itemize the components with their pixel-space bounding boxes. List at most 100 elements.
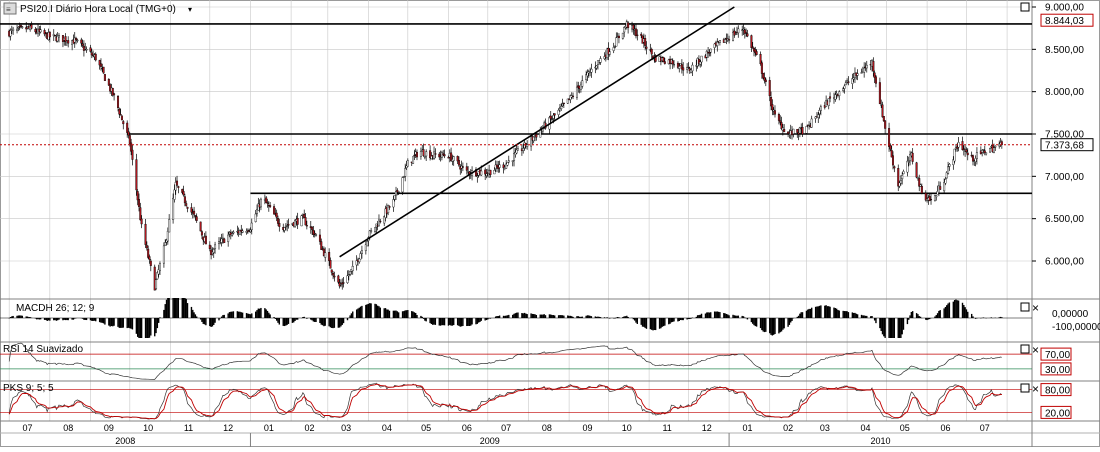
macd-bar-240 — [449, 318, 450, 325]
candle-body-396 — [735, 34, 737, 35]
maximize-panel-icon[interactable] — [1021, 3, 1029, 11]
macd-bar-474 — [879, 318, 880, 328]
close-pks-icon[interactable]: × — [1032, 382, 1039, 396]
macd-bar-376 — [698, 315, 699, 318]
candle-body-494 — [916, 163, 918, 177]
candle-body-69 — [136, 160, 138, 190]
macd-bar-176 — [331, 318, 332, 328]
macd-bar-512 — [947, 303, 948, 318]
candle-body-220 — [412, 157, 414, 164]
rsi-title[interactable]: RSI 14 Suavizado — [3, 344, 83, 355]
macd-bar-273 — [508, 315, 509, 318]
candle-body-488 — [903, 171, 905, 174]
macd-bar-145 — [275, 318, 276, 319]
macd-bar-1 — [10, 317, 11, 318]
candle-body-486 — [900, 180, 902, 183]
candle-body-531 — [983, 149, 985, 150]
macd-bar-272 — [507, 315, 508, 318]
macd-bar-470 — [871, 316, 872, 318]
candle-body-393 — [728, 39, 730, 40]
macd-bar-52 — [103, 318, 104, 323]
candle-body-61 — [120, 114, 122, 115]
macd-bar-138 — [260, 308, 261, 318]
macd-bar-341 — [634, 318, 635, 321]
candle-body-525 — [972, 156, 974, 162]
candle-body-64 — [126, 123, 128, 133]
macd-bar-487 — [901, 318, 902, 334]
macd-bar-195 — [366, 304, 367, 318]
pks-title[interactable]: PKS 9; 5; 5 — [3, 383, 54, 394]
macd-bar-206 — [386, 309, 387, 318]
candle-body-122 — [231, 234, 233, 235]
candle-body-128 — [242, 231, 244, 232]
candle-body-283 — [526, 145, 528, 147]
macd-bar-71 — [138, 318, 139, 338]
macd-bar-116 — [221, 317, 222, 318]
candle-body-478 — [884, 121, 886, 129]
main-title-group[interactable]: ≡ PSI20.I Diário Hora Local (TMG+0) ▾ — [4, 3, 192, 15]
macd-bar-95 — [183, 298, 184, 318]
candle-body-109 — [209, 245, 211, 249]
maximize-rsi-icon[interactable] — [1021, 345, 1029, 353]
main-title: PSI20.I Diário Hora Local (TMG+0) — [20, 4, 176, 15]
candle-body-404 — [751, 36, 753, 48]
candle-body-197 — [369, 231, 371, 237]
macd-bar-525 — [972, 316, 973, 318]
candle-body-260 — [486, 174, 488, 176]
macd-bar-33 — [67, 318, 68, 320]
candle-body-73 — [141, 219, 143, 224]
candle-body-313 — [581, 81, 583, 87]
macd-bar-406 — [753, 318, 754, 325]
macd-bar-168 — [315, 318, 316, 322]
macd-bar-426 — [790, 318, 791, 322]
macd-bar-355 — [660, 318, 661, 328]
candle-body-238 — [444, 154, 446, 155]
macd-bar-462 — [856, 314, 857, 318]
macd-bar-409 — [760, 318, 761, 328]
close-macd-icon[interactable]: × — [1032, 301, 1039, 315]
candle-body-140 — [265, 198, 267, 203]
macd-bar-371 — [689, 318, 690, 319]
candle-body-301 — [560, 106, 562, 108]
candle-body-520 — [963, 149, 965, 150]
macd-bar-219 — [411, 311, 412, 318]
candle-body-455 — [844, 86, 846, 89]
macd-bar-421 — [781, 318, 782, 331]
maximize-pks-icon[interactable] — [1021, 384, 1029, 392]
macd-bar-458 — [848, 312, 849, 318]
candle-body-297 — [553, 115, 555, 118]
macd-bar-444 — [824, 306, 825, 318]
macd-bar-434 — [806, 311, 807, 318]
candle-body-398 — [737, 29, 739, 33]
macd-bar-90 — [174, 298, 175, 318]
macd-bar-541 — [1001, 317, 1002, 318]
macd-bar-135 — [256, 310, 257, 318]
candle-body-28 — [58, 35, 60, 37]
macd-bar-440 — [816, 306, 817, 318]
macd-bar-184 — [347, 318, 348, 320]
close-rsi-icon[interactable]: × — [1032, 343, 1039, 357]
candle-body-296 — [551, 119, 553, 120]
candle-body-272 — [507, 163, 509, 166]
macd-bar-472 — [874, 318, 875, 321]
maximize-macd-icon[interactable] — [1021, 303, 1029, 311]
macd-bar-456 — [845, 311, 846, 318]
macd-bar-167 — [314, 318, 315, 322]
candle-body-343 — [636, 35, 638, 36]
macd-bar-232 — [433, 318, 434, 325]
macd-bar-207 — [387, 310, 388, 318]
macd-bar-519 — [962, 303, 963, 318]
candle-body-255 — [477, 176, 479, 177]
macd-title[interactable]: MACDH 26; 12; 9 — [16, 303, 95, 314]
macd-bar-148 — [279, 318, 280, 325]
month-label-5: 12 — [223, 423, 233, 433]
macd-bar-401 — [744, 317, 745, 318]
macd-bar-298 — [554, 315, 555, 318]
macd-bar-237 — [443, 318, 444, 325]
macd-bar-121 — [230, 312, 231, 318]
chevron-down-icon[interactable]: ▾ — [188, 5, 192, 14]
macd-bar-300 — [559, 315, 560, 318]
macd-bar-473 — [875, 318, 876, 323]
macd-bar-199 — [374, 304, 375, 318]
